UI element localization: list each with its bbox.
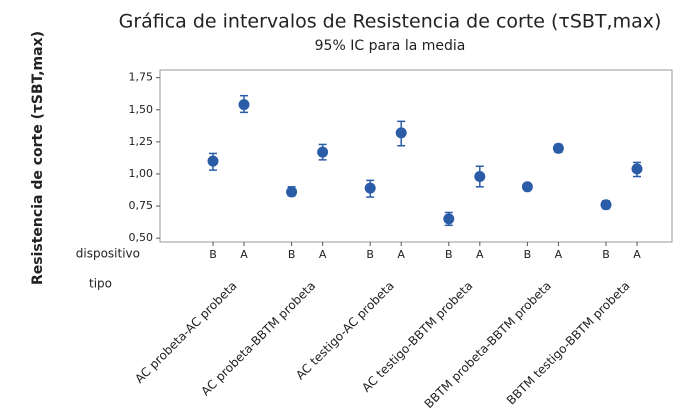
x-tick-label: A [555, 248, 563, 261]
mean-point [631, 163, 643, 175]
x-tick-label: A [397, 248, 405, 261]
mean-point [474, 171, 486, 183]
chart-title: Gráfica de intervalos de Resistencia de … [119, 11, 662, 33]
x-tick-label: B [288, 248, 296, 261]
mean-point [286, 186, 298, 198]
y-tick-label: 1,50 [129, 103, 154, 116]
x-tick-label: B [209, 248, 217, 261]
x-tick-label: A [633, 248, 641, 261]
mean-point [600, 199, 612, 211]
mean-point [364, 182, 376, 194]
x-tick-label: A [240, 248, 248, 261]
mean-point [395, 127, 407, 139]
x-tick-label: A [476, 248, 484, 261]
level-label: tipo [89, 277, 112, 291]
mean-point [552, 142, 564, 154]
x-tick-label: B [445, 248, 453, 261]
level-label: dispositivo [76, 247, 140, 261]
mean-point [317, 146, 329, 158]
y-tick-label: 0,75 [129, 199, 154, 212]
x-tick-label: A [319, 248, 327, 261]
x-tick-label: B [366, 248, 374, 261]
mean-point [238, 99, 250, 111]
y-tick-label: 1,25 [129, 135, 154, 148]
mean-point [207, 155, 219, 167]
x-tick-label: B [602, 248, 610, 261]
group-label: BBTM testigo-BBTM probeta [504, 279, 633, 408]
mean-point [443, 213, 455, 225]
y-tick-label: 1,75 [129, 71, 154, 84]
plot-area [159, 69, 673, 243]
y-tick-label: 1,00 [129, 167, 154, 180]
x-tick-label: B [524, 248, 532, 261]
y-axis-label: Resistencia de corte (τSBT,max) [30, 31, 46, 285]
group-label: BBTM probeta-BBTM probeta [422, 279, 554, 410]
chart-subtitle: 95% IC para la media [315, 38, 466, 54]
y-tick-label: 0,50 [129, 231, 154, 244]
mean-point [521, 181, 533, 193]
